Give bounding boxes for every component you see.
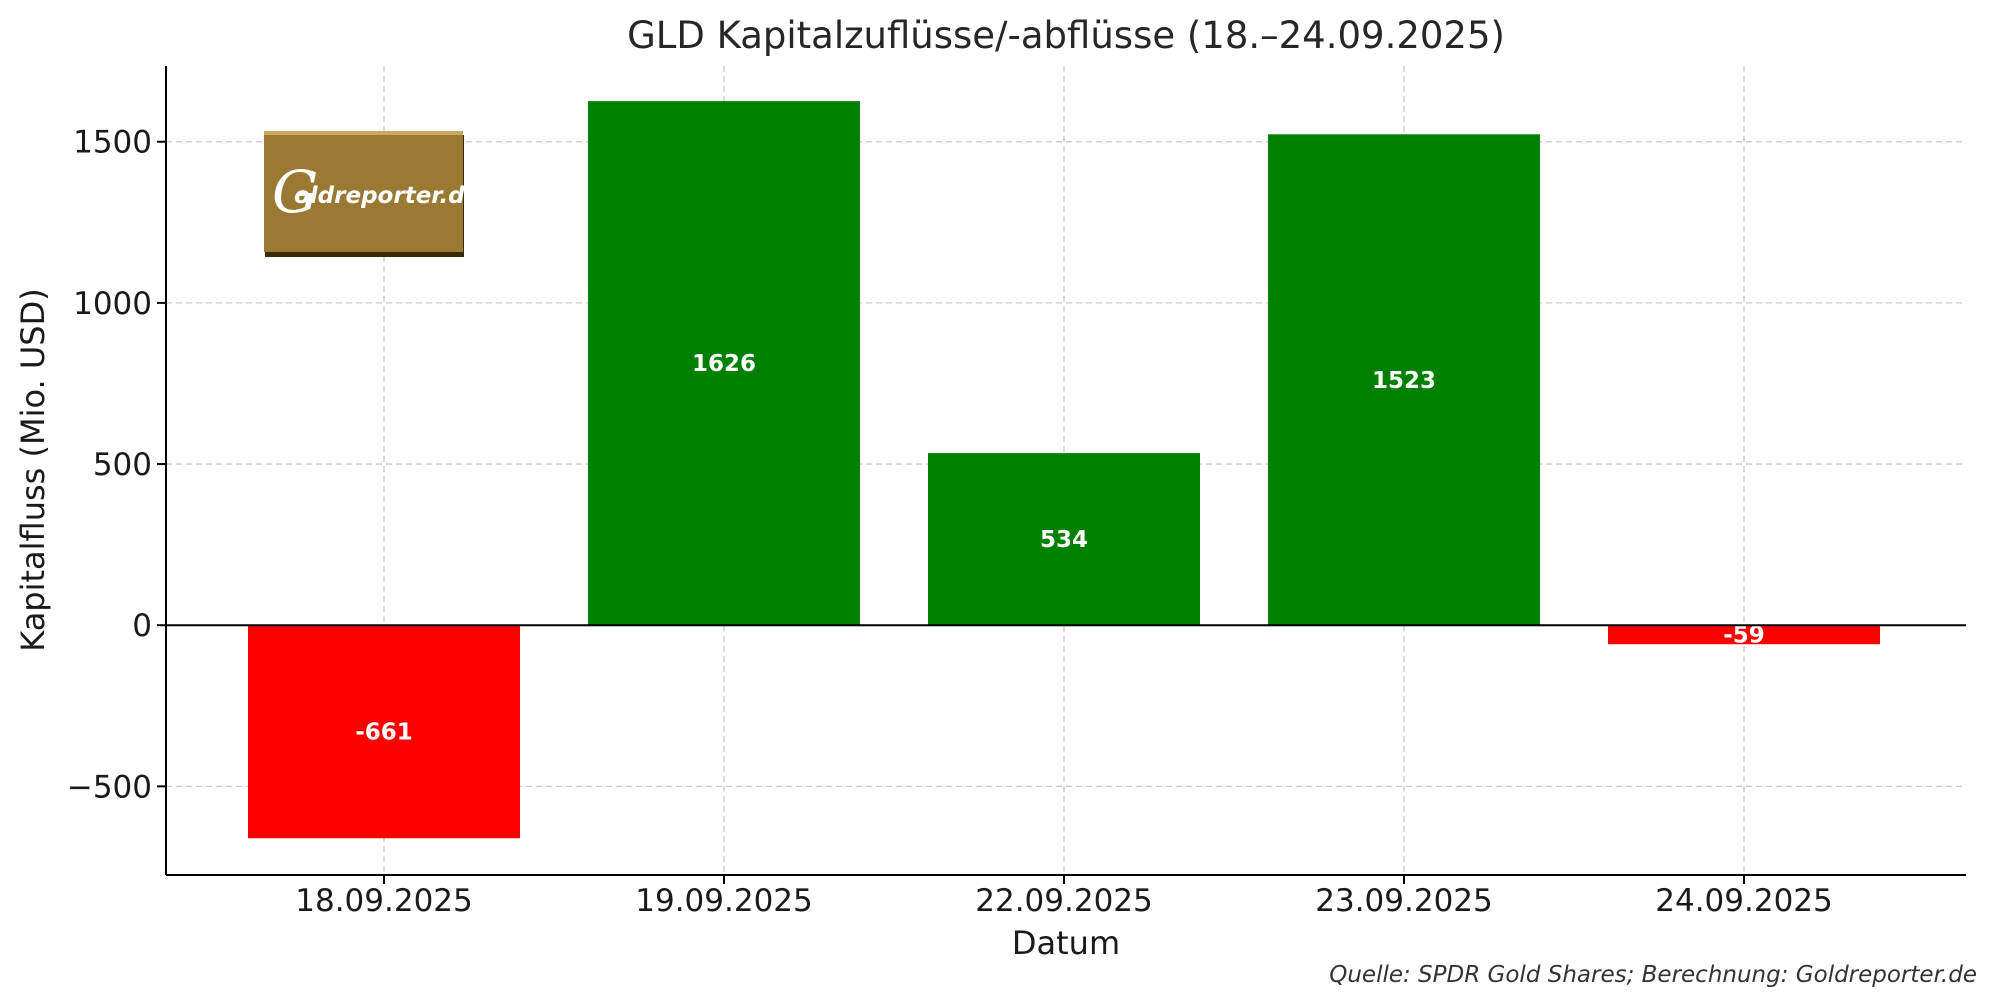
bar-22.09.2025 (928, 453, 1200, 626)
data-label: -661 (355, 720, 413, 746)
y-tick-label: 0 (132, 608, 152, 644)
y-tick-label: 1500 (73, 125, 152, 161)
bar-23.09.2025 (1268, 134, 1540, 626)
logo: G oldreporter.de (264, 131, 480, 257)
x-tick-label: 18.09.2025 (295, 883, 473, 919)
logo-background (264, 131, 463, 252)
x-ticks: 18.09.2025 19.09.2025 22.09.2025 23.09.2025… (295, 875, 1833, 919)
axes (165, 66, 1966, 876)
bars-layer (248, 101, 1880, 839)
logo-highlight (264, 131, 463, 135)
data-label: -59 (1723, 623, 1765, 649)
source-note: Quelle: SPDR Gold Shares; Berechnung: Go… (1329, 962, 1977, 988)
bar-18.09.2025 (248, 625, 520, 839)
x-tick-label: 22.09.2025 (975, 883, 1153, 919)
logo-g-glyph: G (272, 158, 318, 226)
y-axis-label: Kapitalfluss (Mio. USD) (14, 288, 52, 651)
y-tick-label: −500 (67, 769, 152, 805)
y-tick-label: 1000 (73, 286, 152, 322)
bar-19.09.2025 (588, 101, 860, 626)
data-label: 534 (1040, 527, 1088, 553)
logo-text: oldreporter.de (294, 183, 480, 209)
x-tick-label: 23.09.2025 (1315, 883, 1493, 919)
data-label: 1626 (692, 351, 756, 377)
x-axis-label: Datum (1012, 924, 1120, 962)
x-tick-label: 19.09.2025 (635, 883, 813, 919)
y-ticks: −500 0 500 1000 1500 (67, 125, 166, 805)
data-label: 1523 (1372, 368, 1436, 394)
chart-title: GLD Kapitalzuflüsse/-abflüsse (18.–24.09… (627, 14, 1505, 57)
bar-24.09.2025 (1608, 625, 1880, 645)
y-tick-label: 500 (93, 447, 152, 483)
data-labels: -661 1626 534 1523 -59 (355, 351, 1765, 746)
x-tick-label: 24.09.2025 (1655, 883, 1833, 919)
